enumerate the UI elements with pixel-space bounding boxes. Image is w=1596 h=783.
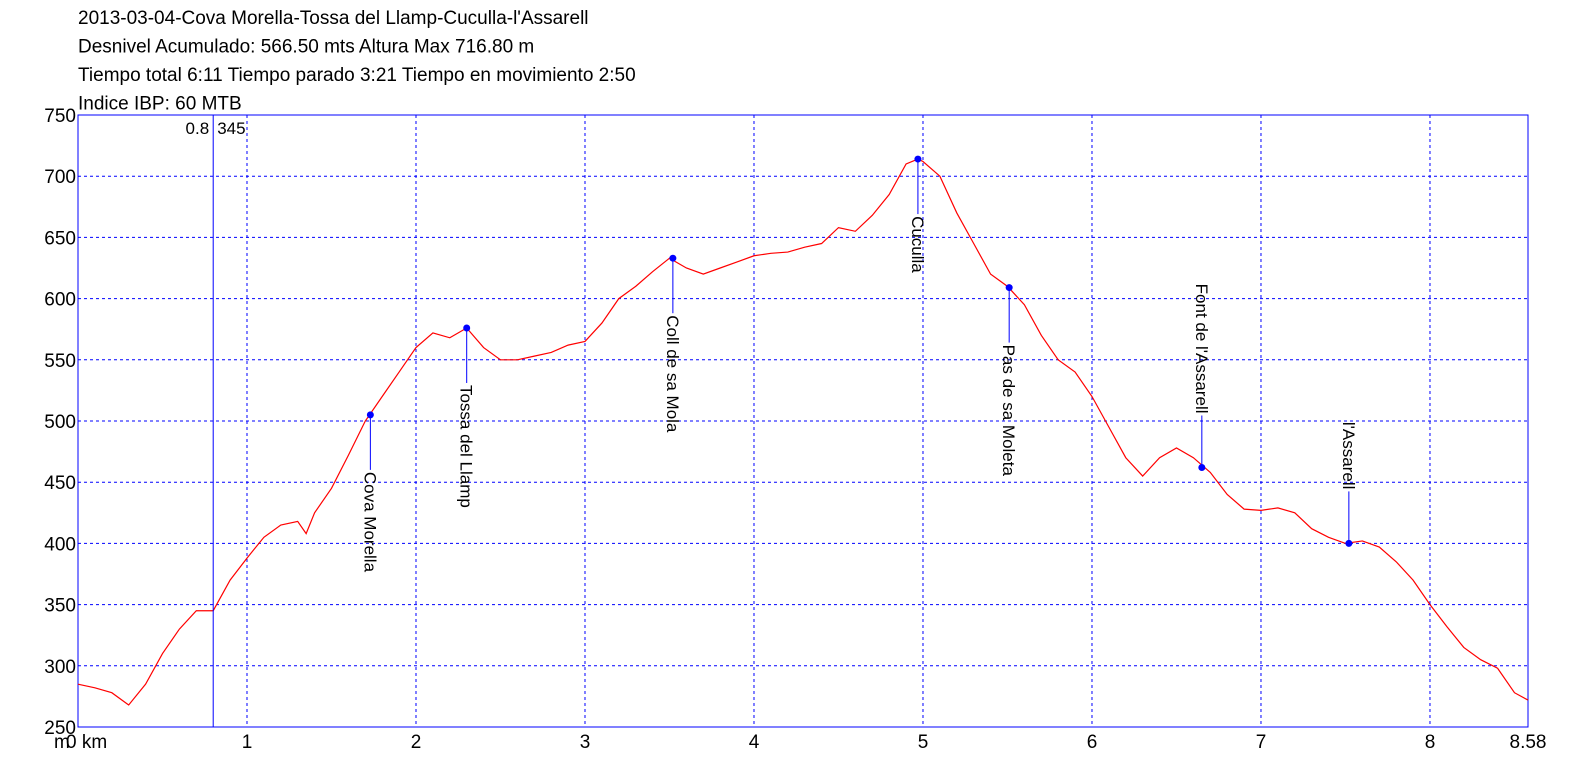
waypoint-marker <box>1198 464 1206 472</box>
title-line: 2013-03-04-Cova Morella-Tossa del Llamp-… <box>78 8 589 29</box>
y-tick-label: 250 <box>44 718 76 739</box>
y-tick-label: 650 <box>44 228 76 249</box>
plot-frame <box>77 114 1529 728</box>
waypoint-marker <box>1345 539 1353 547</box>
waypoint-marker <box>1005 284 1013 292</box>
elevation-line <box>77 158 1529 706</box>
cursor-x: 0.8 <box>186 119 210 138</box>
x-tick-label: 8 <box>1425 732 1436 753</box>
x-tick-label: 6 <box>1087 732 1098 753</box>
cursor-elevation: 345 <box>217 119 245 138</box>
x-tick-label: 0 km <box>66 732 107 753</box>
waypoint-label: l'Assarell <box>1339 422 1358 490</box>
y-tick-label: 450 <box>44 473 76 494</box>
waypoint-label: Cova Morella <box>360 472 379 573</box>
x-tick-label: 2 <box>411 732 422 753</box>
y-tick-label: 600 <box>44 290 76 311</box>
x-tick-label: 1 <box>242 732 253 753</box>
waypoint-label: Font de l'Assarell <box>1192 284 1211 414</box>
x-tick-label: 4 <box>749 732 760 753</box>
waypoint-label: Tossa del Llamp <box>457 385 476 508</box>
title-line: Tiempo total 6:11 Tiempo parado 3:21 Tie… <box>78 65 636 86</box>
x-tick-label: 5 <box>918 732 929 753</box>
waypoint-marker <box>463 324 471 332</box>
waypoint-label: Cuculla <box>908 216 927 273</box>
waypoint-label: Coll de sa Mola <box>663 315 682 433</box>
waypoint-marker <box>914 155 922 163</box>
waypoint-marker <box>669 254 677 262</box>
y-tick-label: 550 <box>44 351 76 372</box>
y-tick-label: 300 <box>44 657 76 678</box>
title-line: Indice IBP: 60 MTB <box>78 94 242 115</box>
waypoint-marker <box>366 411 374 419</box>
y-tick-label: 400 <box>44 534 76 555</box>
title-line: Desnivel Acumulado: 566.50 mts Altura Ma… <box>78 37 534 58</box>
y-tick-label: 700 <box>44 167 76 188</box>
y-tick-label: 750 <box>44 106 76 127</box>
waypoint-label: Pas de sa Moleta <box>999 345 1018 477</box>
y-unit: m <box>54 732 70 753</box>
x-tick-label: 3 <box>580 732 591 753</box>
x-tick-label: 8.58 <box>1510 732 1547 753</box>
y-tick-label: 350 <box>44 596 76 617</box>
x-tick-label: 7 <box>1256 732 1267 753</box>
y-tick-label: 500 <box>44 412 76 433</box>
